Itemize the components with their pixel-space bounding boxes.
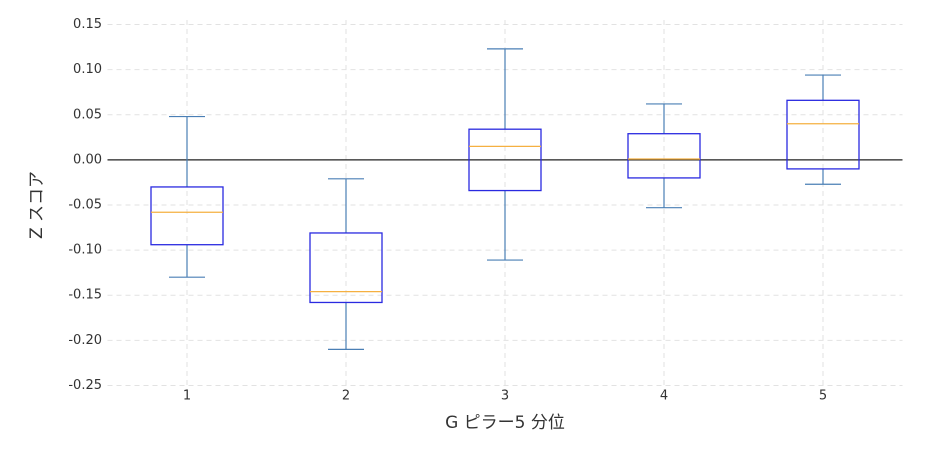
box bbox=[150, 186, 224, 246]
x-axis-label: G ピラー5 分位 bbox=[445, 413, 565, 433]
y-axis-label: Z スコア bbox=[27, 171, 47, 239]
box bbox=[627, 133, 701, 179]
y-tick-label: -0.05 bbox=[68, 198, 102, 213]
x-tick-label: 3 bbox=[501, 389, 509, 404]
x-tick-label: 5 bbox=[819, 389, 827, 404]
y-tick-label: 0.15 bbox=[73, 17, 102, 32]
y-tick-label: -0.10 bbox=[68, 243, 102, 258]
y-tick-label: -0.20 bbox=[68, 333, 102, 348]
y-tick-label: 0.10 bbox=[73, 62, 102, 77]
y-tick-label: 0.05 bbox=[73, 107, 102, 122]
y-tick-label: 0.00 bbox=[73, 152, 102, 167]
box bbox=[309, 232, 383, 304]
box bbox=[468, 128, 542, 192]
x-tick-label: 4 bbox=[660, 389, 668, 404]
x-tick-label: 1 bbox=[183, 389, 191, 404]
box bbox=[786, 99, 860, 170]
x-tick-label: 2 bbox=[342, 389, 350, 404]
y-tick-label: -0.15 bbox=[68, 288, 102, 303]
y-tick-label: -0.25 bbox=[68, 378, 102, 393]
